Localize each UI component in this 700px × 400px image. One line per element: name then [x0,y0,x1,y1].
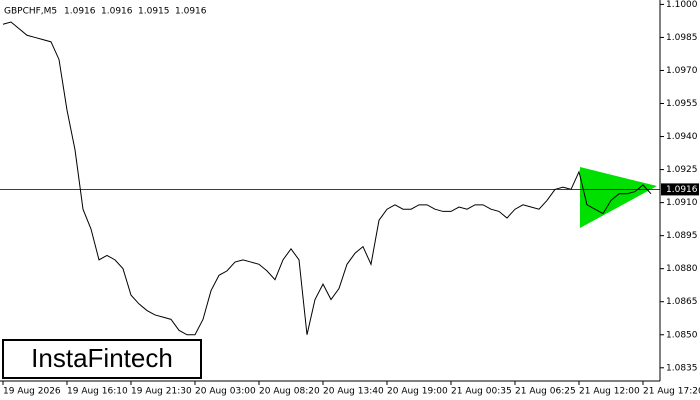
x-tick-label: 21 Aug 17:20 [643,387,700,397]
y-tick-label: 1.0940 [666,132,698,142]
y-tick-label: 1.0850 [666,330,698,340]
y-tick-label: 1.0910 [666,198,698,208]
x-tick-label: 20 Aug 08:20 [259,387,320,397]
x-tick-label: 19 Aug 2026 [3,387,61,397]
y-tick-label: 1.1000 [666,0,698,10]
x-tick-label: 20 Aug 13:40 [323,387,384,397]
y-tick-label: 1.0985 [666,33,698,43]
y-tick-label: 1.0895 [666,231,698,241]
ohlc-value: 1.0916 [64,7,96,17]
ohlc-value: 1.0916 [101,7,133,17]
symmetrical-triangle [580,167,657,228]
ohlc-values: 1.0916 1.0916 1.0915 1.0916 [64,7,207,17]
logo-text: InstaFintech [31,343,173,373]
symbol-title: GBPCHF,M5 [4,7,57,17]
x-tick-label: 20 Aug 19:00 [387,387,448,397]
y-tick-label: 1.0925 [666,165,698,175]
x-tick-label: 21 Aug 00:35 [451,387,512,397]
y-tick-label: 1.0955 [666,99,698,109]
current-price-label: 1.0916 [666,185,698,195]
y-tick-label: 1.0865 [666,297,698,307]
current-price-box [661,183,699,196]
y-tick-label: 1.0880 [666,264,698,274]
x-tick-label: 19 Aug 21:30 [131,387,192,397]
y-tick-label: 1.0970 [666,66,698,76]
x-tick-label: 21 Aug 06:25 [515,387,576,397]
logo-box [2,339,202,379]
x-tick-label: 19 Aug 16:10 [67,387,128,397]
ohlc-value: 1.0915 [138,7,170,17]
x-tick-label: 20 Aug 03:00 [195,387,256,397]
y-tick-label: 1.0835 [666,363,698,373]
price-line [2,21,652,336]
ohlc-value: 1.0916 [175,7,207,17]
x-tick-label: 21 Aug 12:00 [579,387,640,397]
